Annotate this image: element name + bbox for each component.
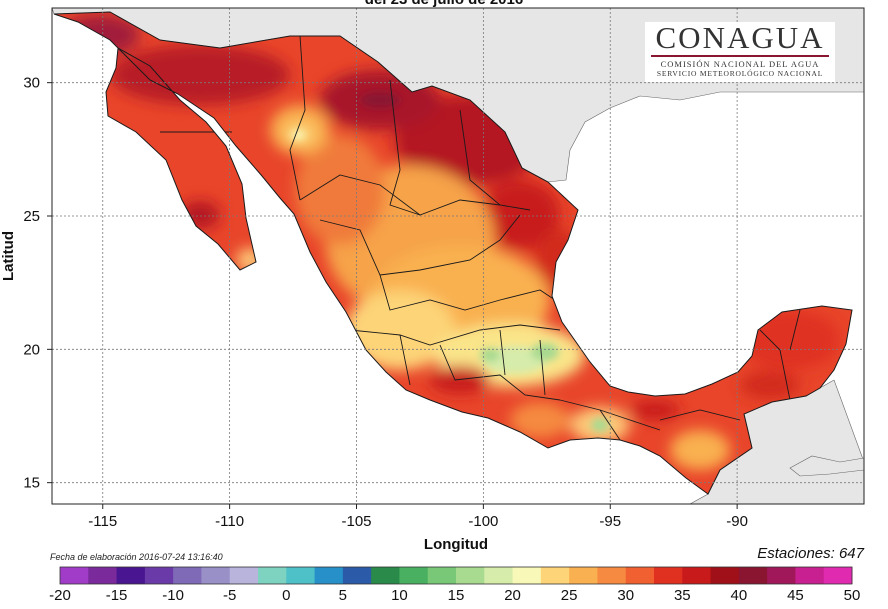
y-axis-ticks: 15 20 25 30 [23,75,52,492]
colorbar-label: 0 [282,587,290,604]
colorbar-swatch [427,567,457,584]
colorbar-swatch [314,567,344,584]
colorbar-label: 30 [617,587,634,604]
colorbar-swatch [654,567,683,584]
colorbar-label: 40 [731,587,748,604]
stations-info: Estaciones: 647 [757,545,864,562]
x-tick-label: -90 [726,513,748,530]
colorbar-swatch [512,567,542,584]
colorbar-label: 20 [504,587,521,604]
colorbar-swatch [767,567,796,584]
stations-label: Estaciones: [757,545,835,562]
colorbar-swatch [484,567,514,584]
y-tick-label: 15 [23,475,40,492]
colorbar-swatch [795,567,825,584]
colorbar-swatch [286,567,316,584]
colorbar-swatch [569,567,598,584]
map-frame [51,7,865,505]
x-tick-label: -115 [88,513,117,530]
colorbar-swatch [823,567,853,584]
colorbar-labels: -20 -15 -10 -5 0 5 10 15 20 25 30 35 40 45 50 [49,587,860,604]
x-tick-label: -95 [599,513,621,530]
colorbar-label: 25 [561,587,578,604]
colorbar-swatch [456,567,485,584]
colorbar-swatch [710,567,740,584]
colorbar-swatch [116,567,146,584]
x-tick-label: -110 [215,513,244,530]
colorbar-swatch [625,567,655,584]
colorbar-label: -10 [162,587,184,604]
colorbar-label: 5 [339,587,347,604]
colorbar-border [59,566,853,585]
colorbar-label: -20 [49,587,71,604]
colorbar-label: 50 [844,587,861,604]
cuba-land [789,455,864,477]
colorbar [59,566,853,585]
colorbar-swatch [258,567,287,584]
colorbar-swatch [144,567,174,584]
colorbar-swatch [399,567,429,584]
colorbar-label: 15 [448,587,465,604]
colorbar-swatch [682,567,712,584]
map-title: del 23 de julio de 2016 [0,0,888,8]
colorbar-label: 45 [787,587,804,604]
colorbar-swatch [738,567,768,584]
date-label: Fecha de elaboración 2016-07-24 13:16:40 [50,552,223,562]
stations-count: 647 [838,545,864,562]
colorbar-swatch [371,567,400,584]
y-tick-label: 25 [23,208,40,225]
y-tick-label: 30 [23,75,40,92]
logo-line-2: SERVICIO METEOROLÓGICO NACIONAL [656,69,824,78]
state-borders [160,35,801,441]
colorbar-label: -15 [106,587,128,604]
colorbar-swatch [60,567,89,584]
conagua-logo: CONAGUA COMISIÓN NACIONAL DEL AGUA SERVI… [645,22,835,82]
x-axis-title: Longitud [424,536,488,553]
colorbar-swatch [229,567,259,584]
grid-lines [52,8,864,504]
colorbar-swatch [201,567,231,584]
logo-rule [651,55,829,57]
colorbar-swatch [597,567,627,584]
colorbar-swatch [173,567,202,584]
logo-line-1: COMISIÓN NACIONAL DEL AGUA [660,59,820,69]
logo-wordmark: CONAGUA [655,20,825,55]
colorbar-swatch [540,567,570,584]
y-tick-label: 20 [23,341,40,358]
x-tick-label: -105 [341,513,371,530]
colorbar-swatch [88,567,118,584]
x-tick-label: -100 [468,513,498,530]
colorbar-swatch [342,567,372,584]
colorbar-label: 35 [674,587,691,604]
colorbar-label: 10 [391,587,408,604]
colorbar-label: -5 [223,587,236,604]
x-axis-ticks: -115 -110 -105 -100 -95 -90 [88,504,748,530]
y-axis-title: Latitud [0,231,17,281]
